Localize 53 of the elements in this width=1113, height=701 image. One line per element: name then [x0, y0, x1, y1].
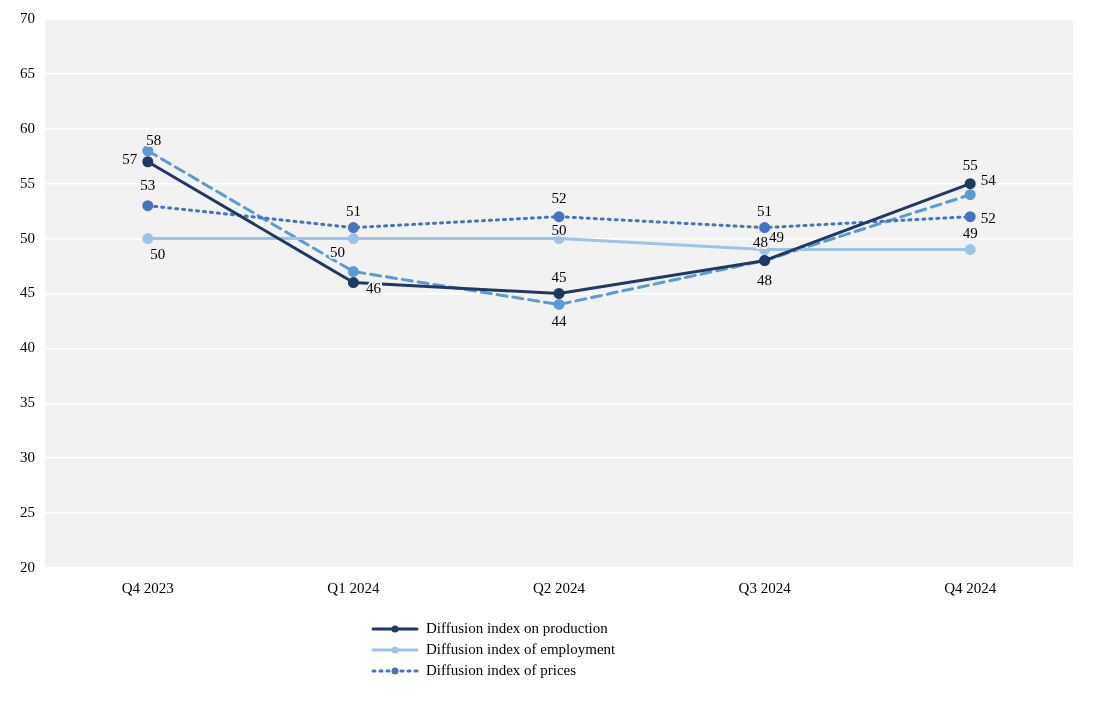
y-tick-label: 70: [20, 9, 35, 26]
data-label: 48: [757, 271, 773, 288]
point: [142, 156, 154, 168]
point: [964, 211, 976, 223]
data-label: 51: [345, 202, 361, 219]
point: [964, 178, 976, 190]
y-tick-label: 40: [20, 339, 35, 356]
x-tick-label: Q2 2024: [532, 579, 586, 596]
data-label: 53: [140, 176, 156, 193]
y-tick-label: 60: [20, 119, 35, 136]
data-label: 51: [757, 202, 773, 219]
data-label: 49: [962, 224, 978, 241]
point: [347, 233, 359, 245]
x-tick-label: Q3 2024: [738, 579, 792, 596]
data-label: 49: [769, 228, 785, 245]
point: [553, 288, 565, 299]
y-tick-label: 30: [20, 449, 35, 466]
point: [964, 189, 976, 201]
x-tick-label: Q4 2023: [121, 579, 174, 596]
point: [553, 298, 565, 310]
legend-label: Diffusion index on production: [426, 620, 608, 637]
data-label: 45: [551, 268, 567, 285]
point: [553, 211, 565, 223]
data-label: 52: [980, 209, 996, 226]
y-tick-label: 35: [20, 394, 35, 411]
data-label: 44: [551, 313, 567, 330]
data-label: 50: [150, 245, 166, 262]
data-label: 58: [146, 131, 162, 148]
data-label: 50: [329, 243, 345, 260]
point: [142, 233, 154, 245]
legend-label: Diffusion index of prices: [426, 662, 577, 679]
y-tick-label: 55: [20, 174, 35, 191]
x-tick-label: Q4 2024: [944, 579, 997, 596]
point: [347, 277, 359, 289]
point: [142, 200, 154, 212]
point: [347, 222, 359, 234]
data-label: 57: [122, 150, 138, 167]
data-label: 52: [551, 189, 567, 206]
y-tick-label: 65: [20, 64, 35, 81]
point: [964, 244, 976, 256]
data-label: 54: [980, 171, 997, 188]
y-tick-label: 25: [20, 504, 35, 521]
data-label: 55: [962, 156, 978, 173]
legend-label: Diffusion index of employment: [426, 641, 616, 658]
point: [759, 222, 771, 234]
y-tick-label: 20: [20, 558, 35, 575]
y-tick-label: 50: [20, 229, 35, 246]
point: [142, 145, 154, 157]
data-label: 48: [753, 233, 769, 250]
data-label: 50: [551, 221, 567, 238]
y-tick-label: 45: [20, 284, 35, 301]
point: [347, 266, 359, 278]
x-tick-label: Q1 2024: [327, 579, 380, 596]
